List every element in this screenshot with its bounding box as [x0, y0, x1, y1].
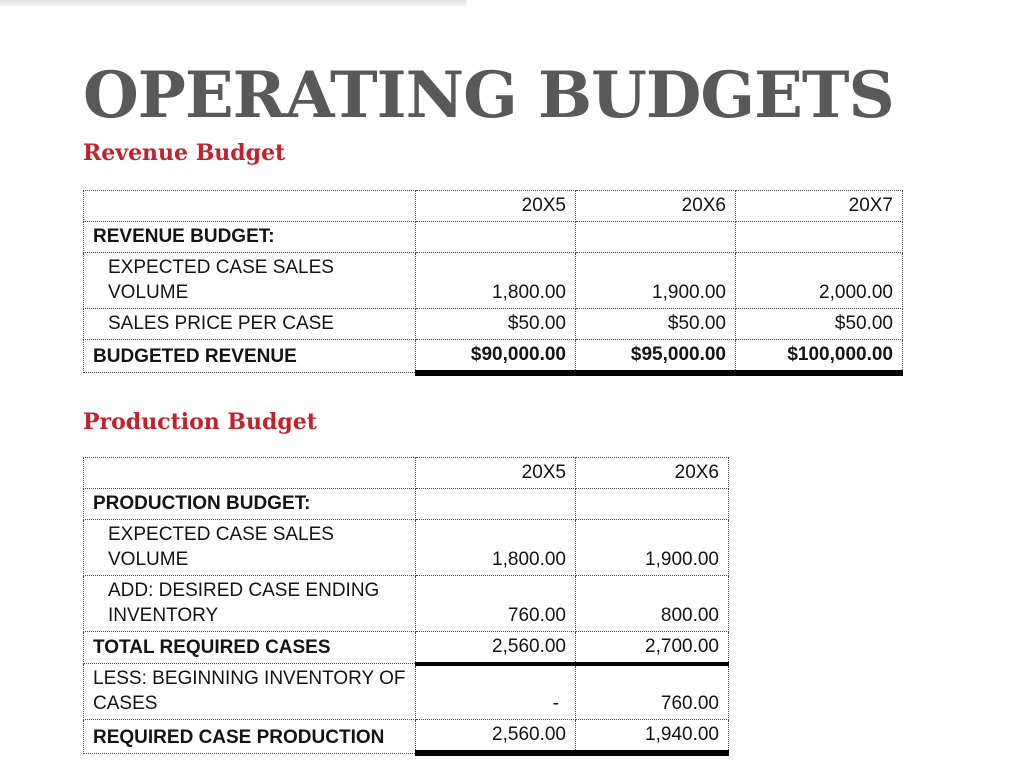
value-cell: $90,000.00 [415, 338, 576, 376]
value-cell: 800.00 [575, 574, 729, 632]
value-cell: 2,700.00 [575, 630, 729, 666]
row-label-cell: ADD: DESIRED CASE ENDING INVENTORY [83, 574, 416, 632]
row-label-cell: SALES PRICE PER CASE [83, 307, 416, 340]
table-row: LESS: BEGINNING INVENTORY OF CASES - 760… [83, 663, 729, 721]
year-header: 20X6 [575, 189, 736, 222]
table-subtotal-row: TOTAL REQUIRED CASES 2,560.00 2,700.00 [83, 630, 729, 666]
production-budget-table: 20X5 20X6 PRODUCTION BUDGET: EXPECTED CA… [83, 456, 729, 757]
value-cell: $100,000.00 [735, 338, 903, 376]
table-total-row: BUDGETED REVENUE $90,000.00 $95,000.00 $… [83, 338, 903, 376]
value-cell [575, 487, 729, 520]
value-cell: $95,000.00 [575, 338, 736, 376]
table-row: REVENUE BUDGET: [83, 220, 903, 253]
row-label-cell: PRODUCTION BUDGET: [83, 487, 416, 520]
table-row: EXPECTED CASE SALES VOLUME 1,800.00 1,90… [83, 251, 903, 309]
document-page: OPERATING BUDGETS Revenue Budget 20X5 20… [83, 58, 903, 757]
year-header: 20X5 [415, 189, 576, 222]
table-header-row: 20X5 20X6 [83, 456, 729, 489]
row-label-cell: REVENUE BUDGET: [83, 220, 416, 253]
year-header: 20X5 [415, 456, 576, 489]
page-title: OPERATING BUDGETS [83, 58, 895, 133]
value-cell: 2,000.00 [735, 251, 903, 309]
row-label-cell: REQUIRED CASE PRODUCTION [83, 719, 416, 754]
revenue-budget-table: 20X5 20X6 20X7 REVENUE BUDGET: EXPECTED … [83, 189, 903, 376]
value-cell: 760.00 [415, 574, 576, 632]
corner-cell [83, 189, 416, 222]
value-cell: 1,900.00 [575, 251, 736, 309]
value-cell [735, 220, 903, 253]
window-edge-strip [0, 0, 467, 6]
row-label-cell: EXPECTED CASE SALES VOLUME [83, 518, 416, 576]
row-label-cell: LESS: BEGINNING INVENTORY OF CASES [83, 663, 416, 721]
value-cell: 2,560.00 [415, 719, 576, 757]
value-cell: 760.00 [575, 663, 729, 721]
year-header: 20X6 [575, 456, 729, 489]
table-row: EXPECTED CASE SALES VOLUME 1,800.00 1,90… [83, 518, 729, 576]
value-cell: 1,800.00 [415, 518, 576, 576]
row-label-cell: BUDGETED REVENUE [83, 338, 416, 374]
value-cell: 2,560.00 [415, 630, 576, 666]
table-total-row: REQUIRED CASE PRODUCTION 2,560.00 1,940.… [83, 719, 729, 757]
value-cell [575, 220, 736, 253]
value-cell: 1,800.00 [415, 251, 576, 309]
value-cell: 1,900.00 [575, 518, 729, 576]
value-cell: $50.00 [415, 307, 576, 340]
value-cell: 1,940.00 [575, 719, 729, 757]
corner-cell [83, 456, 416, 489]
value-cell: $50.00 [575, 307, 736, 340]
revenue-section-heading: Revenue Budget [83, 139, 286, 166]
production-section-heading: Production Budget [83, 408, 317, 435]
value-cell [415, 220, 576, 253]
value-cell [415, 487, 576, 520]
value-cell: - [415, 663, 576, 721]
table-header-row: 20X5 20X6 20X7 [83, 189, 903, 222]
year-header: 20X7 [735, 189, 903, 222]
table-row: ADD: DESIRED CASE ENDING INVENTORY 760.0… [83, 574, 729, 632]
value-cell: $50.00 [735, 307, 903, 340]
table-row: SALES PRICE PER CASE $50.00 $50.00 $50.0… [83, 307, 903, 340]
table-row: PRODUCTION BUDGET: [83, 487, 729, 520]
row-label-cell: TOTAL REQUIRED CASES [83, 630, 416, 665]
row-label-cell: EXPECTED CASE SALES VOLUME [83, 251, 416, 309]
